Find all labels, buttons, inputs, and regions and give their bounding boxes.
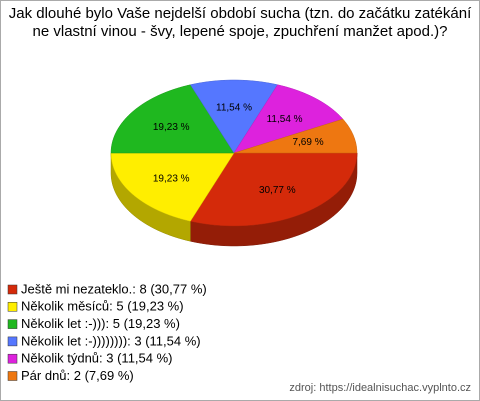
legend-swatch	[7, 302, 18, 312]
legend-label: Pár dnů: 2 (7,69 %)	[21, 368, 134, 383]
slice-label: 11,54 %	[267, 114, 303, 125]
legend-swatch	[7, 353, 18, 364]
slice	[110, 84, 235, 154]
slice	[189, 79, 279, 154]
source: zdroj: https://idealnisuchac.vyplnto.cz	[289, 382, 471, 394]
legend-label: Několik měsíců: 5 (19,23 %)	[21, 299, 184, 314]
legend-swatch	[7, 319, 18, 329]
slice-label: 30,77 %	[259, 185, 296, 196]
slice	[110, 152, 235, 222]
legend-label: Několik let :-))): 5 (19,23 %)	[21, 316, 180, 331]
legend-swatch	[7, 371, 18, 381]
slice-label: 7,69 %	[292, 137, 323, 148]
slice	[233, 118, 358, 154]
legend-label: Několik let :-)))))))): 3 (11,54 %)	[21, 333, 201, 348]
slice	[233, 84, 344, 154]
legend-label: Několik týdnů: 3 (11,54 %)	[21, 351, 173, 366]
chart-title: Jak dlouhé bylo Vaše nejdelší období suc…	[8, 5, 472, 40]
legend-swatch	[7, 284, 18, 295]
slice-label: 19,23 %	[153, 173, 190, 184]
legend-swatch	[7, 336, 18, 347]
legend-label: Ještě mi nezateklo.: 8 (30,77 %)	[21, 281, 207, 296]
slice-label: 11,54 %	[216, 102, 252, 113]
slice	[189, 152, 358, 227]
slice-label: 19,23 %	[153, 122, 190, 133]
